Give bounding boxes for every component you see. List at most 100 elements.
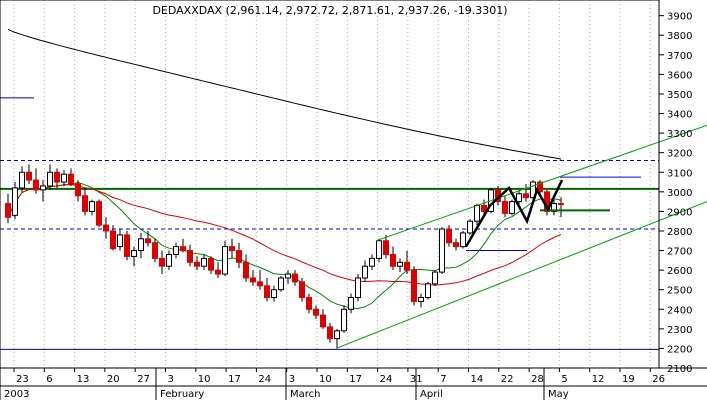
x-tick-label: 28 — [531, 374, 544, 385]
candle-body — [453, 242, 459, 248]
month-label: February — [160, 389, 204, 400]
candle-body — [215, 269, 221, 275]
candle-body — [54, 171, 60, 183]
month-label: May — [548, 389, 569, 400]
x-tick-label: 24 — [380, 374, 393, 385]
month-label: 2003 — [4, 389, 29, 400]
candle-body — [404, 261, 410, 271]
candle-body — [159, 257, 165, 267]
x-tick-label: 19 — [622, 374, 635, 385]
candle-body — [369, 257, 375, 267]
candle-body — [271, 289, 277, 299]
candle-body — [411, 269, 417, 302]
candle-body — [292, 273, 298, 283]
candle-body — [264, 285, 270, 299]
x-tick-label: 10 — [319, 374, 332, 385]
month-label: March — [290, 389, 320, 400]
mid-moving-average — [7, 184, 562, 286]
candle-body — [236, 250, 242, 263]
x-tick-label: 14 — [471, 374, 484, 385]
candle-body — [432, 271, 438, 285]
candle-body — [208, 257, 214, 271]
x-tick-label: 17 — [349, 374, 362, 385]
candle-body — [285, 273, 291, 279]
candle-body — [33, 179, 39, 191]
candle-body — [68, 173, 74, 185]
y-tick-label: 3600 — [667, 70, 692, 81]
candle-body — [516, 193, 522, 203]
channel-upper-line — [375, 124, 707, 242]
x-tick-label: 27 — [137, 374, 150, 385]
x-tick-label: 20 — [107, 374, 120, 385]
candle-body — [243, 261, 249, 279]
month-label: April — [420, 389, 443, 400]
x-tick-label: 17 — [228, 374, 241, 385]
y-tick-label: 2500 — [667, 286, 692, 297]
candle-body — [460, 232, 466, 248]
candles — [5, 164, 564, 349]
candle-body — [145, 238, 151, 244]
y-tick-label: 2300 — [667, 325, 692, 336]
y-tick-label: 2100 — [667, 364, 692, 375]
candle-body — [348, 297, 354, 310]
candle-body — [530, 181, 536, 199]
candle-body — [250, 277, 256, 283]
candle-body — [355, 277, 361, 299]
candle-body — [110, 230, 116, 250]
candle-body — [131, 250, 137, 257]
candle-body — [390, 253, 396, 267]
x-tick-label: 7 — [440, 374, 446, 385]
y-tick-label: 3000 — [667, 188, 692, 199]
y-tick-label: 2800 — [667, 227, 692, 238]
long-moving-average — [7, 28, 562, 160]
x-tick-label: 12 — [592, 374, 605, 385]
candle-body — [75, 183, 81, 197]
candle-body — [397, 261, 403, 267]
candle-body — [152, 242, 158, 259]
y-tick-label: 3300 — [667, 129, 692, 140]
x-tick-label: 5 — [561, 374, 567, 385]
candle-body — [425, 283, 431, 299]
candle-body — [474, 205, 480, 222]
candle-body — [166, 253, 172, 267]
candle-body — [187, 250, 193, 263]
candle-body — [117, 234, 123, 248]
candle-body — [446, 228, 452, 244]
candle-body — [327, 326, 333, 340]
candle-body — [299, 281, 305, 299]
candle-body — [5, 203, 11, 218]
candle-body — [89, 201, 95, 212]
x-tick-label: 26 — [652, 374, 665, 385]
candle-body — [194, 261, 200, 267]
candle-body — [502, 201, 508, 214]
x-tick-label: 3 — [168, 374, 174, 385]
candle-body — [481, 205, 487, 212]
candle-body — [229, 246, 235, 252]
chart-title: DEDAXXDAX (2,961.14, 2,972.72, 2,871.61,… — [152, 4, 507, 17]
y-tick-label: 3100 — [667, 168, 692, 179]
candle-body — [383, 240, 389, 255]
candle-body — [96, 201, 102, 226]
candle-body — [19, 171, 25, 189]
y-tick-label: 2400 — [667, 305, 692, 316]
x-tick-label: 24 — [258, 374, 271, 385]
candle-body — [376, 240, 382, 259]
candle-body — [40, 185, 46, 191]
candle-body — [306, 297, 312, 310]
x-tick-label: 3 — [289, 374, 295, 385]
candle-body — [362, 265, 368, 279]
y-tick-label: 2200 — [667, 344, 692, 355]
candle-body — [523, 193, 529, 199]
candle-body — [467, 220, 473, 234]
candle-body — [278, 277, 284, 291]
candle-body — [201, 257, 207, 267]
short-moving-average — [7, 181, 562, 310]
candle-body — [222, 246, 228, 275]
candle-body — [320, 314, 326, 328]
zigzag-pattern — [464, 179, 564, 248]
candle-body — [418, 297, 424, 302]
y-tick-label: 3800 — [667, 31, 692, 42]
y-tick-label: 2900 — [667, 207, 692, 218]
y-tick-label: 3400 — [667, 110, 692, 121]
